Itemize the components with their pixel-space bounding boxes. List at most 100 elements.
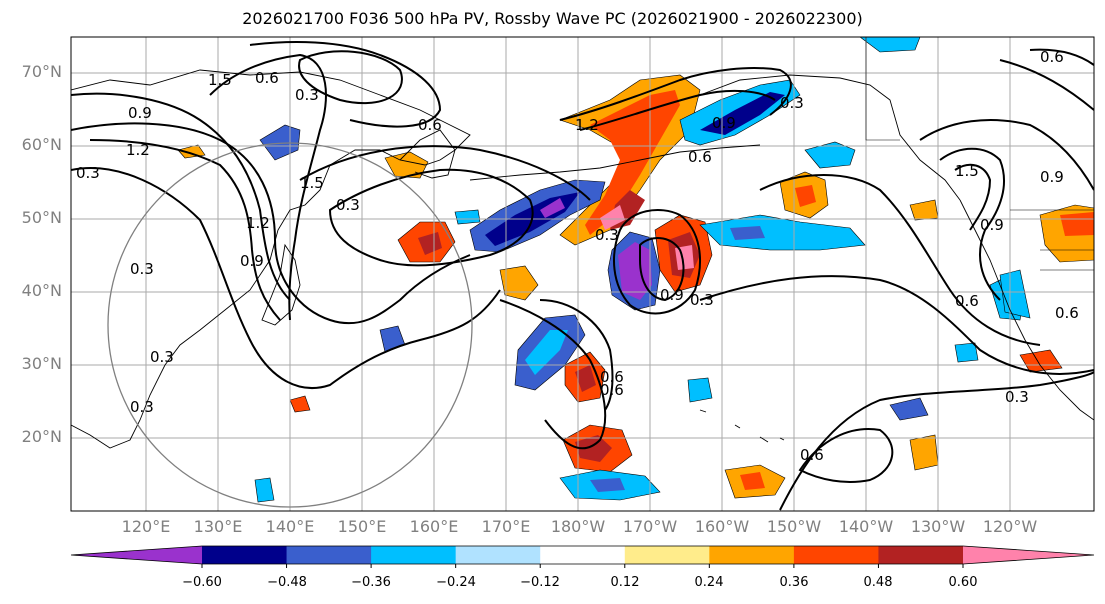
contour-label: 0.3 xyxy=(150,348,174,366)
contour-0.6-west xyxy=(71,122,471,325)
lon-label: 180°W xyxy=(550,517,606,536)
colorbar-cell xyxy=(540,546,626,564)
positive-anomaly-small-4 xyxy=(909,434,939,471)
contour-0.3-west xyxy=(71,167,501,389)
negative-anomaly-150w xyxy=(699,214,866,251)
kamchatka-coastline xyxy=(399,129,456,179)
lon-label: 150°E xyxy=(337,517,387,536)
contour-1.2-center xyxy=(579,89,776,131)
lon-label: 170°E xyxy=(481,517,531,536)
contour-label: 0.6 xyxy=(955,292,979,310)
positive-anomaly-core xyxy=(585,90,680,235)
contour-label: 1.5 xyxy=(955,162,979,180)
contour-label: 0.6 xyxy=(600,368,624,386)
contour-1.5-west xyxy=(209,53,327,321)
positive-anomaly-small-7 xyxy=(289,395,311,413)
negative-anomaly-small-3 xyxy=(954,342,979,363)
chart-title: 2026021700 F036 500 hPa PV, Rossby Wave … xyxy=(242,9,863,28)
colorbar-cell xyxy=(455,546,541,564)
contour-0.6-north xyxy=(249,41,442,128)
colorbar-tick-label: 0.12 xyxy=(610,575,640,590)
contour-0.6-southeast xyxy=(798,428,894,483)
contour-label: 0.6 xyxy=(255,69,279,87)
positive-anomaly-18n-180-core xyxy=(575,435,612,462)
colorbar xyxy=(70,545,1095,568)
lat-label: 60°N xyxy=(21,135,62,154)
colorbar-cell xyxy=(286,546,372,564)
lon-label: 130°W xyxy=(910,517,966,536)
colorbar-cell xyxy=(878,546,964,564)
colorbar-cell xyxy=(202,546,288,564)
contour-label: 1.2 xyxy=(126,141,150,159)
colorbar-tick-label: 0.48 xyxy=(863,575,893,590)
contour-label: 1.2 xyxy=(246,214,270,232)
contour-label: 0.6 xyxy=(600,381,624,399)
contour-0.3-center-loop xyxy=(613,209,701,315)
contour-0.6-top xyxy=(1029,48,1094,66)
lon-label: 150°W xyxy=(766,517,822,536)
lon-label: 140°W xyxy=(838,517,894,536)
contour-label: 0.3 xyxy=(295,86,319,104)
pv-contours xyxy=(71,41,1094,511)
contour-label: 0.6 xyxy=(688,148,712,166)
colorbar-tick-label: −0.48 xyxy=(267,575,307,590)
negative-anomaly-small-8 xyxy=(454,209,481,225)
negative-anomaly-small-6 xyxy=(254,477,275,503)
hawaii-islands xyxy=(699,409,785,443)
contour-1.2-east xyxy=(939,147,1005,301)
negative-anomaly-small-4 xyxy=(889,397,929,421)
contour-label: 1.5 xyxy=(300,174,324,192)
lon-label: 130°E xyxy=(193,517,243,536)
contour-0.3-middle xyxy=(328,168,534,267)
state-borders xyxy=(865,37,1094,271)
positive-anomaly-small-1-core xyxy=(740,472,765,490)
negative-anomaly-west-peak xyxy=(540,198,565,218)
region-circle xyxy=(107,142,473,508)
contour-label: 0.9 xyxy=(712,114,736,132)
contour-label: 0.3 xyxy=(690,291,714,309)
contour-label: 0.9 xyxy=(128,104,152,122)
contour-label: 0.3 xyxy=(336,196,360,214)
negative-anomaly-150w-core xyxy=(730,226,765,240)
lon-label: 160°E xyxy=(409,517,459,536)
contour-label: 0.3 xyxy=(76,164,100,182)
north-america-coastline xyxy=(959,199,1094,421)
colorbar-min-extension xyxy=(71,546,202,564)
negative-anomaly-58n-145w xyxy=(804,141,856,169)
contour-0.3-far-east xyxy=(999,59,1094,111)
colorbar-tick-label: 0.24 xyxy=(694,575,724,590)
contour-label: 0.6 xyxy=(418,116,442,134)
contour-labels: 0.3 0.6 0.9 1.2 1.5 0.3 0.6 0.9 1.2 1.5 … xyxy=(76,48,1079,464)
colorbar-cell xyxy=(371,546,457,564)
contour-1.5-east xyxy=(954,163,992,231)
positive-anomaly-28n-175w-core xyxy=(575,365,596,392)
contour-1.2-west xyxy=(89,139,281,321)
contour-label: 0.3 xyxy=(780,94,804,112)
lon-label: 160°W xyxy=(694,517,750,536)
negative-anomaly-top xyxy=(859,37,921,53)
contour-label: 0.9 xyxy=(240,252,264,270)
contour-label: 0.9 xyxy=(1040,168,1064,186)
contour-0.6-center-loop xyxy=(639,237,685,302)
contour-label: 0.3 xyxy=(130,398,154,416)
negative-anomaly-small-5 xyxy=(687,377,713,403)
contour-0.3-south xyxy=(499,299,607,450)
map-frame xyxy=(70,36,1095,512)
contour-label: 0.6 xyxy=(1055,304,1079,322)
contour-0.3-east xyxy=(699,275,1094,375)
negative-anomaly-small-7 xyxy=(999,269,1031,319)
positive-anomaly-peak xyxy=(600,205,625,230)
contour-0.9-west xyxy=(71,92,291,301)
colorbar-tick-label: −0.12 xyxy=(520,575,560,590)
lon-label: 170°W xyxy=(622,517,678,536)
contour-label: 0.9 xyxy=(660,286,684,304)
contour-0.6-middle xyxy=(299,145,591,201)
lon-label: 120°W xyxy=(982,517,1038,536)
positive-anomaly-52n-150w-core xyxy=(795,185,816,207)
contour-0.3-north xyxy=(298,50,403,105)
positive-anomaly-small-2 xyxy=(384,151,429,179)
lon-label: 120°E xyxy=(121,517,171,536)
lon-label: 140°E xyxy=(265,517,315,536)
negative-anomaly-north-core xyxy=(700,92,785,135)
